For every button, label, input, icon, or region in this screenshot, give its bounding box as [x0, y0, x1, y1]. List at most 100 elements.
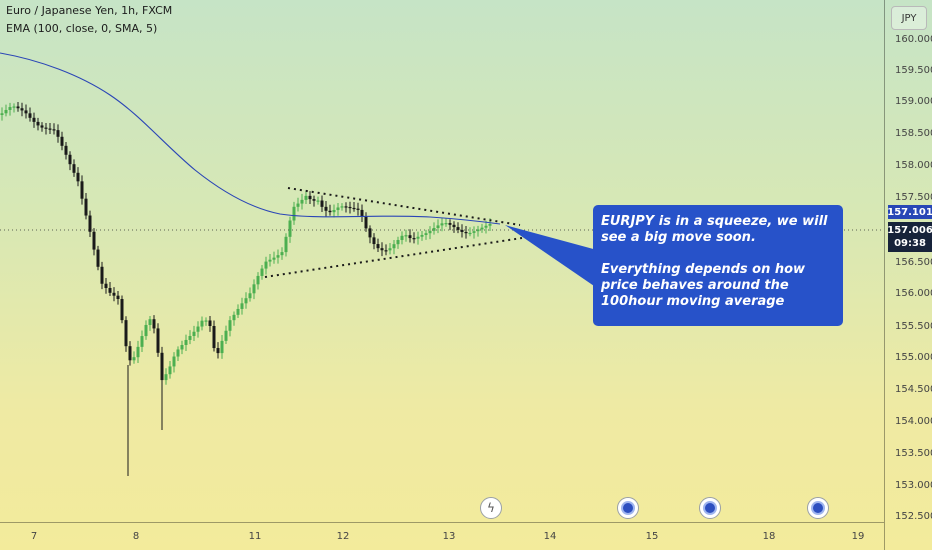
candle-body	[156, 328, 160, 353]
candle-body	[296, 203, 300, 207]
price-chart[interactable]	[0, 0, 884, 522]
price-tick: 155.000	[895, 352, 932, 363]
candle-body	[420, 234, 424, 237]
candle-body	[400, 235, 404, 240]
candle-body	[100, 266, 104, 284]
time-tick: 18	[762, 531, 776, 542]
candle-body	[452, 224, 456, 228]
candlestick-series	[0, 102, 492, 476]
candle-body	[292, 206, 296, 221]
candle-body	[192, 331, 196, 337]
price-tick: 160.000	[895, 34, 932, 45]
currency-selector[interactable]: JPY	[891, 6, 927, 30]
candle-body	[424, 233, 428, 235]
candle-body	[136, 346, 140, 358]
symbol-title[interactable]: Euro / Japanese Yen, 1h, FXCM	[6, 4, 173, 17]
price-axis[interactable]: 160.000 159.500 159.000 158.500 158.000 157.5…	[884, 0, 932, 550]
candle-body	[212, 325, 216, 349]
bar-countdown: 09:38	[894, 238, 926, 249]
candle-body	[416, 236, 420, 239]
candle-body	[208, 320, 212, 326]
price-tick: 158.000	[895, 160, 932, 171]
ema-price-tag: 157.101	[887, 205, 932, 219]
candle-body	[372, 237, 376, 245]
price-tick: 156.500	[895, 257, 932, 268]
callout-line-2: Everything depends on how price behaves …	[601, 262, 806, 309]
candle-body	[480, 227, 484, 230]
last-price-value: 157.006	[887, 225, 932, 236]
candle-body	[52, 129, 56, 131]
candle-body	[440, 223, 444, 226]
candle-body	[12, 106, 16, 108]
time-tick: 11	[248, 531, 262, 542]
candle-body	[272, 257, 276, 260]
candle-body	[328, 210, 332, 213]
candle-body	[304, 195, 308, 200]
candle-body	[160, 352, 164, 381]
candle-body	[132, 357, 136, 361]
candle-body	[96, 249, 100, 267]
indicator-label[interactable]: EMA (100, close, 0, SMA, 5)	[6, 22, 158, 35]
price-tick: 152.500	[895, 511, 932, 522]
event-marker-1[interactable]: ϟ	[480, 497, 502, 519]
candle-body	[72, 164, 76, 173]
time-tick: 7	[30, 531, 38, 542]
candle-body	[364, 216, 368, 229]
event-marker-3[interactable]	[699, 497, 721, 519]
time-axis[interactable]: 7 8 11 12 13 14 15 18 19	[0, 522, 884, 550]
candle-body	[464, 232, 468, 234]
candle-body	[216, 348, 220, 354]
candle-body	[320, 200, 324, 207]
candle-body	[280, 252, 284, 256]
candle-body	[448, 223, 452, 225]
candle-body	[48, 128, 52, 130]
candle-body	[284, 236, 288, 253]
event-marker-4[interactable]	[807, 497, 829, 519]
candle-body	[64, 145, 68, 155]
candle-body	[384, 250, 388, 252]
last-price-tag: 157.006 09:38	[887, 222, 932, 252]
price-tick: 159.000	[895, 96, 932, 107]
candle-body	[356, 208, 360, 210]
price-tick: 156.000	[895, 288, 932, 299]
candle-body	[172, 356, 176, 367]
candle-body	[276, 255, 280, 258]
candle-body	[428, 230, 432, 234]
candle-body	[340, 206, 344, 208]
candle-body	[484, 225, 488, 228]
candle-body	[456, 227, 460, 230]
candle-body	[308, 195, 312, 200]
candle-body	[344, 206, 348, 208]
price-tick: 154.500	[895, 384, 932, 395]
candle-body	[436, 225, 440, 229]
event-marker-2[interactable]	[617, 497, 639, 519]
candle-body	[352, 207, 356, 210]
candle-body	[40, 125, 44, 128]
candle-body	[16, 106, 20, 109]
candle-body	[92, 231, 96, 250]
candle-body	[396, 239, 400, 245]
candle-body	[124, 320, 128, 347]
candle-body	[368, 228, 372, 238]
flag-icon	[621, 501, 635, 515]
time-tick: 14	[543, 531, 557, 542]
candle-body	[180, 344, 184, 350]
candle-body	[224, 330, 228, 341]
candle-body	[376, 244, 380, 249]
time-tick: 19	[851, 531, 865, 542]
candle-body	[128, 346, 132, 361]
price-tick: 153.000	[895, 480, 932, 491]
candle-body	[268, 259, 272, 262]
candle-body	[220, 340, 224, 354]
callout-box[interactable]	[505, 205, 843, 326]
price-tick: 155.500	[895, 321, 932, 332]
candle-body	[432, 228, 436, 231]
callout-pointer	[505, 225, 597, 288]
ema-100-line[interactable]	[0, 52, 501, 225]
time-tick: 12	[336, 531, 350, 542]
candle-body	[244, 298, 248, 304]
lower-trendline[interactable]	[264, 237, 523, 278]
candle-body	[80, 181, 84, 199]
candle-body	[188, 336, 192, 340]
